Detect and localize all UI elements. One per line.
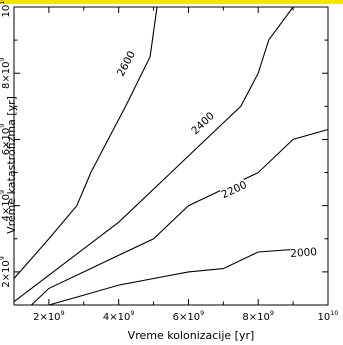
y-tick-label: 2×109 — [0, 256, 12, 288]
y-axis-title: Vreme katastrofizma [yr] — [5, 96, 18, 234]
contour-label-bg — [219, 178, 249, 201]
contour-line-2200 — [31, 128, 329, 306]
y-tick-label: 8×109 — [0, 57, 12, 89]
x-axis-title: Vreme kolonizacije [yr] — [128, 329, 255, 342]
contour-label-2200: 2200 — [220, 179, 249, 201]
contour-line-2400 — [13, 6, 294, 303]
x-tick-label: 6×109 — [173, 309, 205, 323]
y-tick-label: 1010 — [0, 0, 12, 18]
x-tick-label: 8×109 — [242, 309, 274, 323]
plot-frame — [13, 6, 329, 306]
y-tick-label: 6×109 — [0, 124, 12, 156]
contour-label-2000: 2000 — [290, 246, 318, 260]
x-tick-label: 4×109 — [103, 309, 135, 323]
x-tick-label: 1010 — [317, 309, 338, 323]
x-tick-label: 2×109 — [33, 309, 65, 323]
contour-label-bg — [114, 48, 138, 78]
y-tick-label: 4×109 — [0, 190, 12, 222]
contour-label-bg — [188, 109, 216, 137]
contour-label-2600: 2600 — [115, 49, 138, 78]
contour-line-2600 — [13, 6, 158, 279]
contour-label-bg — [290, 245, 317, 259]
contour-line-2000 — [48, 248, 304, 306]
top-accent-bar — [0, 0, 343, 4]
